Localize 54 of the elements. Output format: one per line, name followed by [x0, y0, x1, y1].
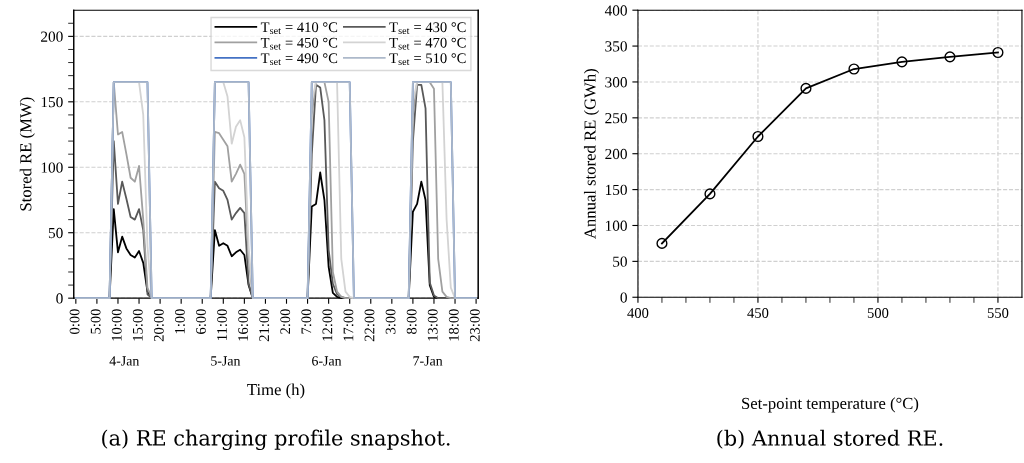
- x-tick-label: 400: [627, 308, 649, 318]
- x-tick-label: 12:00: [322, 309, 333, 341]
- x-tick-label: 8:00: [406, 309, 417, 334]
- x-tick-label: 23:00: [469, 309, 480, 342]
- x-tick-label: 1:00: [174, 309, 185, 334]
- x-tick-label: 15:00: [132, 309, 143, 341]
- y-tick-label: 200: [605, 148, 627, 160]
- y-tick-label: 250: [605, 112, 627, 124]
- y-tick-label: 50: [613, 256, 627, 267]
- x-tick-label: 3:00: [385, 309, 396, 334]
- legend-label: T$_{set}$ = 450 °C: [260, 37, 338, 50]
- y-tick-label: 300: [605, 77, 627, 88]
- y-tick-label: 100: [41, 162, 63, 173]
- y-tick-label: 200: [41, 31, 63, 42]
- y-tick-label: 0: [620, 292, 627, 303]
- x-tick-label: 11:00: [217, 309, 228, 340]
- text: (a) RE charging profile snapshot.: [102, 429, 450, 451]
- x-tick-label: 18:00: [448, 309, 459, 341]
- x-tick-label: 450: [747, 308, 769, 318]
- x-tick-label: 500: [867, 308, 889, 318]
- y-tick-label: 50: [48, 227, 63, 239]
- x-tick-label: 20:00: [153, 309, 164, 342]
- x2-tick-label: 5-Jan: [211, 356, 241, 366]
- x-tick-label: 2:00: [280, 309, 291, 334]
- x-tick-label: 7:00: [301, 309, 312, 334]
- y-tick-label: 0: [56, 293, 63, 304]
- legend-label: T$_{set}$ = 470 °C: [389, 37, 466, 50]
- x-tick-label: 6:00: [196, 309, 206, 334]
- y-tick-label: 100: [605, 220, 627, 231]
- y-axis-title: Annual stored RE (GWh): [583, 69, 600, 239]
- legend-label: T$_{set}$ = 510 °C: [389, 53, 466, 66]
- x-axis-title: Time (h): [247, 383, 305, 399]
- x-tick-label: 10:00: [111, 309, 122, 341]
- x2-tick-label: 4-Jan: [109, 356, 140, 366]
- legend-label: T$_{set}$ = 410 °C: [260, 22, 338, 35]
- x-tick-label: 13:00: [427, 309, 438, 341]
- x2-tick-label: 7-Jan: [413, 356, 443, 366]
- y-tick-label: 150: [41, 96, 63, 108]
- legend-label: T$_{set}$ = 430 °C: [389, 22, 466, 35]
- y-tick-label: 150: [605, 184, 627, 196]
- x-tick-label: 550: [987, 308, 1009, 318]
- text: (b) Annual stored RE.: [717, 429, 943, 449]
- x-tick-label: 22:00: [364, 309, 375, 342]
- x-tick-label: 21:00: [259, 309, 270, 342]
- y-tick-label: 400: [604, 5, 627, 16]
- x2-tick-label: 6-Jan: [312, 356, 342, 366]
- x-axis-title: Set-point temperature (°C): [742, 397, 919, 413]
- x-tick-label: 17:00: [343, 309, 354, 341]
- x-tick-label: 16:00: [238, 309, 249, 341]
- x-tick-label: 0:00: [69, 309, 80, 334]
- legend-label: T$_{set}$ = 490 °C: [260, 53, 338, 66]
- y-tick-label: 350: [605, 41, 627, 52]
- x-tick-label: 5:00: [90, 309, 101, 334]
- y-axis-title: Stored RE (MW): [19, 97, 35, 211]
